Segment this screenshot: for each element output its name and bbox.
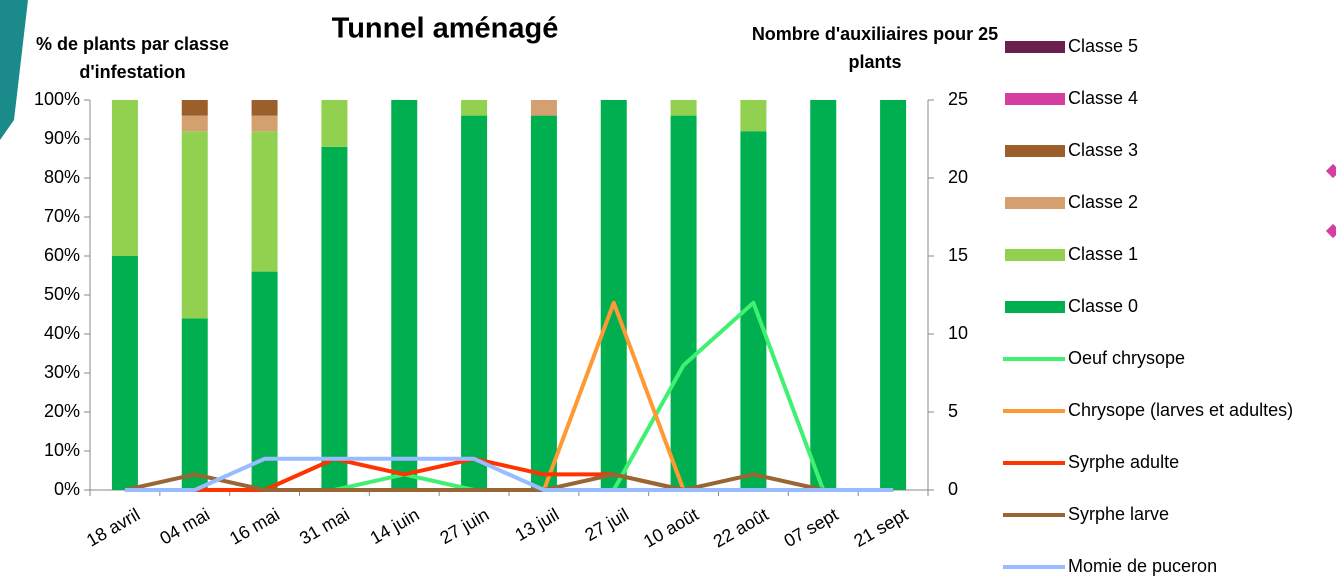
- bar-segment: [321, 146, 348, 491]
- decoration: [0, 0, 28, 140]
- decoration: [1325, 163, 1336, 239]
- legend-swatch: [1005, 145, 1065, 157]
- bar-segment: [111, 100, 138, 256]
- chart-title: Tunnel aménagé: [332, 13, 559, 45]
- x-tick-label: 16 mai: [226, 504, 283, 548]
- x-tick-label: 04 mai: [156, 504, 213, 548]
- x-tick-label: 10 août: [640, 504, 702, 551]
- y-tick-label: 20%: [44, 401, 80, 421]
- x-tick-label: 18 avril: [83, 504, 143, 550]
- bar-segment: [530, 100, 557, 116]
- bar-segment: [181, 115, 208, 132]
- x-tick-label: 27 juin: [437, 504, 493, 548]
- y2-axis-title: Nombre d'auxiliaires pour 25 plants: [751, 24, 999, 72]
- x-tick-label: 07 sept: [780, 504, 841, 551]
- x-tick-label: 31 mai: [296, 504, 353, 548]
- bar-segment: [530, 115, 557, 490]
- line-series: [124, 300, 894, 492]
- y-tick-label: 30%: [44, 362, 80, 382]
- legend-label: Classe 0: [1068, 296, 1138, 316]
- y2-tick-label: 20: [948, 167, 968, 187]
- bar-segment: [670, 115, 697, 490]
- legend-swatch: [1005, 301, 1065, 313]
- y2-tick-label: 0: [948, 479, 958, 499]
- bar-segment: [461, 115, 488, 490]
- legend-label: Syrphe adulte: [1068, 452, 1179, 472]
- y-tick-label: 0%: [54, 479, 80, 499]
- bar-segment: [251, 100, 278, 116]
- y2-tick-label: 15: [948, 245, 968, 265]
- legend-label: Oeuf chrysope: [1068, 348, 1185, 368]
- legend-swatch: [1005, 41, 1065, 53]
- y-tick-label: 10%: [44, 440, 80, 460]
- y-tick-label: 100%: [34, 89, 80, 109]
- legend-label: Classe 3: [1068, 140, 1138, 160]
- bar-segment: [321, 100, 348, 147]
- x-tick-label: 13 juil: [512, 504, 563, 545]
- bar-segment: [181, 100, 208, 116]
- legend-label: Syrphe larve: [1068, 504, 1169, 524]
- legend-swatch: [1005, 249, 1065, 261]
- bar-segment: [251, 115, 278, 132]
- bar-segment: [111, 256, 138, 490]
- y-tick-label: 50%: [44, 284, 80, 304]
- x-tick-label: 14 juin: [367, 504, 423, 548]
- y-axis-title: % de plants par classe d'infestation: [35, 34, 230, 82]
- legend-label: Classe 4: [1068, 88, 1138, 108]
- y-tick-label: 40%: [44, 323, 80, 343]
- y-tick-label: 70%: [44, 206, 80, 226]
- bar-segment: [880, 100, 907, 490]
- legend-label: Classe 5: [1068, 36, 1138, 56]
- legend-swatch: [1005, 93, 1065, 105]
- legend-label: Classe 1: [1068, 244, 1138, 264]
- x-tick-label: 27 juil: [581, 504, 632, 545]
- bar-segment: [461, 100, 488, 116]
- legend-swatch: [1005, 197, 1065, 209]
- line-series: [124, 300, 894, 492]
- bar-segment: [251, 131, 278, 272]
- bar-segment: [391, 100, 418, 490]
- bar-segment: [251, 271, 278, 490]
- y-tick-label: 60%: [44, 245, 80, 265]
- line-series: [124, 456, 894, 492]
- bar-segment: [181, 318, 208, 490]
- y-tick-label: 90%: [44, 128, 80, 148]
- bar-segment: [600, 100, 627, 490]
- y2-tick-label: 10: [948, 323, 968, 343]
- bar-segment: [181, 131, 208, 319]
- legend-label: Classe 2: [1068, 192, 1138, 212]
- legend-label: Chrysope (larves et adultes): [1068, 400, 1293, 420]
- bar-segment: [740, 100, 767, 132]
- bar-segment: [670, 100, 697, 116]
- x-tick-label: 22 août: [710, 504, 772, 551]
- bar-segment: [810, 100, 837, 490]
- x-tick-label: 21 sept: [850, 504, 911, 551]
- y2-tick-label: 5: [948, 401, 958, 421]
- legend-label: Momie de puceron: [1068, 556, 1217, 576]
- y-tick-label: 80%: [44, 167, 80, 187]
- line-series: [124, 472, 894, 492]
- y2-tick-label: 25: [948, 89, 968, 109]
